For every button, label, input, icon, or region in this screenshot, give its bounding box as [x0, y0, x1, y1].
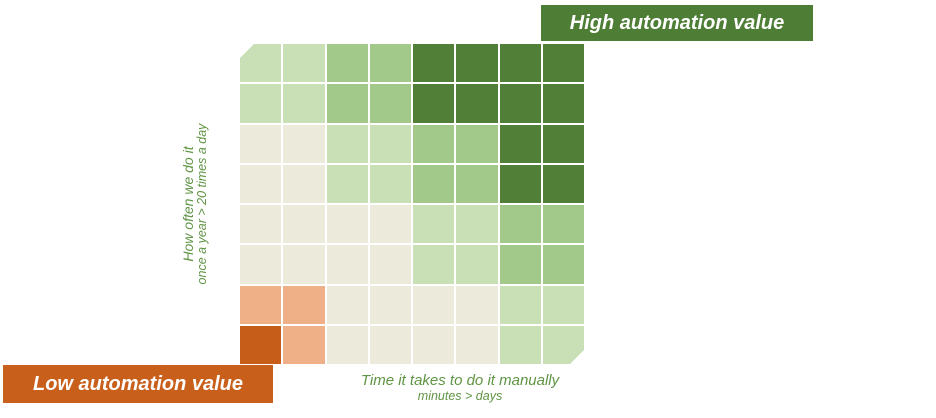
matrix-cell [240, 285, 282, 324]
high-automation-value-label: High automation value [569, 11, 785, 34]
matrix-cell [283, 205, 325, 244]
matrix-cell [326, 285, 368, 324]
matrix-cell [369, 205, 411, 244]
matrix-cell [369, 164, 411, 203]
matrix-cell [369, 124, 411, 163]
matrix-cell [369, 84, 411, 123]
y-axis-arrow-notch [240, 44, 254, 58]
matrix-cell [413, 325, 455, 364]
matrix-cell [326, 245, 368, 284]
matrix-cell [283, 84, 325, 123]
y-axis-label: How often we do it once a year > 20 time… [180, 89, 225, 319]
y-axis-title: How often we do it [180, 146, 196, 262]
matrix-cell [369, 44, 411, 83]
matrix-cell [499, 44, 541, 83]
matrix-cell [456, 325, 498, 364]
matrix-cell [369, 325, 411, 364]
matrix-cell [413, 44, 455, 83]
matrix-cell [499, 245, 541, 284]
matrix-cell [542, 124, 584, 163]
matrix-cell [542, 84, 584, 123]
matrix-cell [283, 124, 325, 163]
matrix-cell [499, 84, 541, 123]
matrix-cell [413, 205, 455, 244]
matrix-cell [326, 325, 368, 364]
high-automation-value-badge: High automation value [541, 5, 813, 41]
matrix-cell [283, 245, 325, 284]
matrix-cell [283, 285, 325, 324]
matrix-cell [369, 285, 411, 324]
matrix-cell [240, 164, 282, 203]
matrix-cell [499, 205, 541, 244]
matrix-cell [326, 44, 368, 83]
x-axis-subtitle: minutes > days [417, 389, 503, 404]
matrix-cell [499, 325, 541, 364]
matrix-cell [456, 245, 498, 284]
matrix-cell [283, 325, 325, 364]
matrix-cell [542, 205, 584, 244]
matrix-cell [240, 245, 282, 284]
matrix-cell [456, 124, 498, 163]
matrix-cell [542, 245, 584, 284]
matrix-cell [326, 124, 368, 163]
matrix-cell [542, 285, 584, 324]
matrix-cell [240, 325, 282, 364]
y-axis-subtitle: once a year > 20 times a day [195, 123, 210, 285]
automation-matrix [240, 44, 584, 364]
matrix-cell [499, 285, 541, 324]
matrix-cell [240, 84, 282, 123]
matrix-cell [283, 164, 325, 203]
matrix-cell [283, 44, 325, 83]
matrix-cell [369, 245, 411, 284]
matrix-cell [413, 124, 455, 163]
x-axis-label: Time it takes to do it manually minutes … [320, 372, 600, 404]
matrix-cell [456, 84, 498, 123]
x-axis-arrow-notch [570, 350, 584, 364]
matrix-cell [499, 164, 541, 203]
matrix-cell [240, 124, 282, 163]
matrix-cell [456, 285, 498, 324]
low-automation-value-badge: Low automation value [3, 365, 273, 403]
matrix-cell [542, 164, 584, 203]
x-axis-title: Time it takes to do it manually [360, 372, 560, 389]
matrix-cell [542, 44, 584, 83]
matrix-cell [326, 164, 368, 203]
matrix-cell [456, 205, 498, 244]
matrix-cell [413, 84, 455, 123]
matrix-cell [456, 164, 498, 203]
matrix-cell [413, 285, 455, 324]
matrix-cell [499, 124, 541, 163]
matrix-cell [413, 245, 455, 284]
matrix-cell [456, 44, 498, 83]
matrix-cell [240, 205, 282, 244]
matrix-cell [326, 205, 368, 244]
matrix-cell [326, 84, 368, 123]
low-automation-value-label: Low automation value [32, 372, 244, 395]
matrix-cell [413, 164, 455, 203]
